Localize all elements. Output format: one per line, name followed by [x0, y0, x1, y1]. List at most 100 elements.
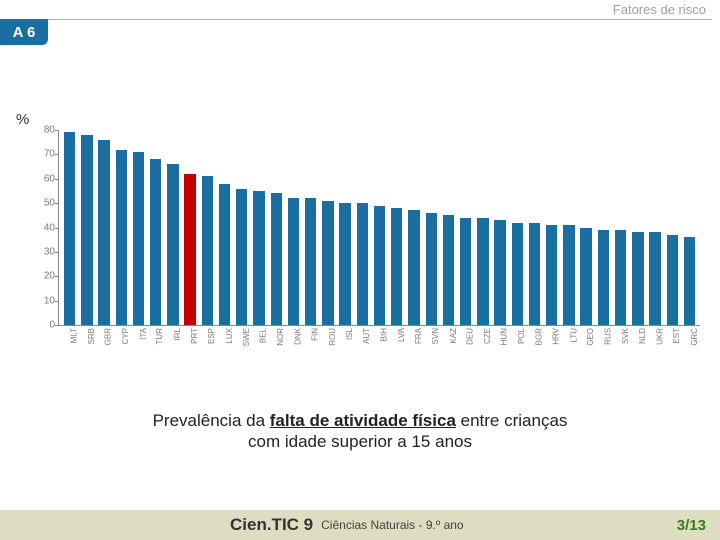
bar-slot: MLT — [61, 130, 78, 325]
ytick-mark — [55, 325, 59, 326]
xtick-label: BIH — [380, 328, 389, 341]
xtick-label: BEL — [259, 328, 268, 343]
bar — [632, 232, 643, 325]
bar — [322, 201, 333, 325]
ytick-label: 80 — [44, 125, 55, 136]
xtick-label: POL — [517, 328, 526, 344]
xtick-label: KAZ — [448, 328, 457, 344]
header-divider — [0, 19, 712, 20]
xtick-label: FIN — [311, 328, 320, 341]
xtick-label: ITA — [138, 328, 147, 340]
bar — [563, 225, 574, 325]
footer-brand: Cien.TIC 9 — [230, 515, 313, 535]
ytick-label: 60 — [44, 173, 55, 184]
bar — [684, 237, 695, 325]
xtick-label: ESP — [207, 328, 216, 344]
xtick-label: CZE — [483, 328, 492, 344]
xtick-label: DNK — [293, 328, 302, 345]
y-axis-unit: % — [16, 111, 29, 128]
bar-slot: GEO — [578, 130, 595, 325]
bar — [116, 150, 127, 326]
footer-page: 3/13 — [677, 517, 706, 534]
xtick-label: HRV — [552, 328, 561, 345]
xtick-label: BGR — [535, 328, 544, 345]
bar — [649, 232, 660, 325]
ytick-label: 40 — [44, 222, 55, 233]
xtick-label: GRC — [689, 328, 698, 346]
bar — [219, 184, 230, 325]
bar-slot: IRL — [164, 130, 181, 325]
section-badge: A 6 — [0, 19, 48, 45]
xtick-label: RUS — [603, 328, 612, 345]
xtick-label: ISL — [345, 328, 354, 340]
bar-slot: SRB — [78, 130, 95, 325]
bar — [339, 203, 350, 325]
bar — [202, 176, 213, 325]
prevalence-bar-chart: 01020304050607080MLTSRBGBRCYPITATURIRLPR… — [32, 130, 700, 340]
ytick-label: 30 — [44, 246, 55, 257]
bar — [271, 193, 282, 325]
bar-slot: BGR — [526, 130, 543, 325]
bar — [133, 152, 144, 325]
bar-slot: HRV — [543, 130, 560, 325]
xtick-label: HUN — [500, 328, 509, 345]
footer-bar: Cien.TIC 9 Ciências Naturais - 9.º ano 3… — [0, 510, 720, 540]
bar-slot: ITA — [130, 130, 147, 325]
bar — [580, 228, 591, 326]
bar — [598, 230, 609, 325]
footer-brand-num: 9 — [299, 515, 313, 534]
bar — [529, 223, 540, 325]
bar — [426, 213, 437, 325]
xtick-label: LUX — [225, 328, 234, 344]
ytick-label: 50 — [44, 198, 55, 209]
xtick-label: ROU — [328, 328, 337, 346]
xtick-label: PRT — [190, 328, 199, 344]
bar-slot: EST — [664, 130, 681, 325]
bar-slot: TUR — [147, 130, 164, 325]
ytick-label: 70 — [44, 149, 55, 160]
bar-slot: POL — [509, 130, 526, 325]
bar-slot: SWE — [233, 130, 250, 325]
ytick-label: 20 — [44, 271, 55, 282]
bar — [460, 218, 471, 325]
bar — [167, 164, 178, 325]
bars-container: MLTSRBGBRCYPITATURIRLPRTESPLUXSWEBELNORD… — [59, 130, 700, 325]
xtick-label: SVK — [621, 328, 630, 344]
bar — [477, 218, 488, 325]
xtick-label: LVA — [397, 328, 406, 342]
bar — [512, 223, 523, 325]
bar — [443, 215, 454, 325]
bar-slot: LUX — [216, 130, 233, 325]
bar-slot: CYP — [113, 130, 130, 325]
xtick-label: NLD — [638, 328, 647, 344]
bar-slot: DEU — [457, 130, 474, 325]
xtick-label: SRB — [87, 328, 96, 344]
bar — [81, 135, 92, 325]
bar-slot: FIN — [302, 130, 319, 325]
xtick-label: LTU — [569, 328, 578, 343]
caption-line1-post: entre crianças — [456, 411, 568, 430]
xtick-label: DEU — [466, 328, 475, 345]
bar-slot: ISL — [337, 130, 354, 325]
bar — [236, 189, 247, 326]
xtick-label: CYP — [121, 328, 130, 344]
bar-slot: ROU — [319, 130, 336, 325]
bar-slot: SVK — [612, 130, 629, 325]
bar-slot: BIH — [371, 130, 388, 325]
xtick-label: FRA — [414, 328, 423, 344]
bar — [98, 140, 109, 325]
bar — [253, 191, 264, 325]
xtick-label: GEO — [586, 328, 595, 346]
xtick-label: TUR — [156, 328, 165, 344]
caption-line1-bold: falta de atividade física — [270, 411, 456, 430]
bar-slot: ESP — [199, 130, 216, 325]
bar-slot: RUS — [595, 130, 612, 325]
footer-brand-main: Cien.TIC — [230, 515, 299, 534]
xtick-label: UKR — [655, 328, 664, 345]
bar — [408, 210, 419, 325]
bar-slot: NLD — [629, 130, 646, 325]
xtick-label: MLT — [70, 328, 79, 343]
xtick-label: NOR — [276, 328, 285, 346]
bar-slot: PRT — [182, 130, 199, 325]
bar-slot: DNK — [285, 130, 302, 325]
